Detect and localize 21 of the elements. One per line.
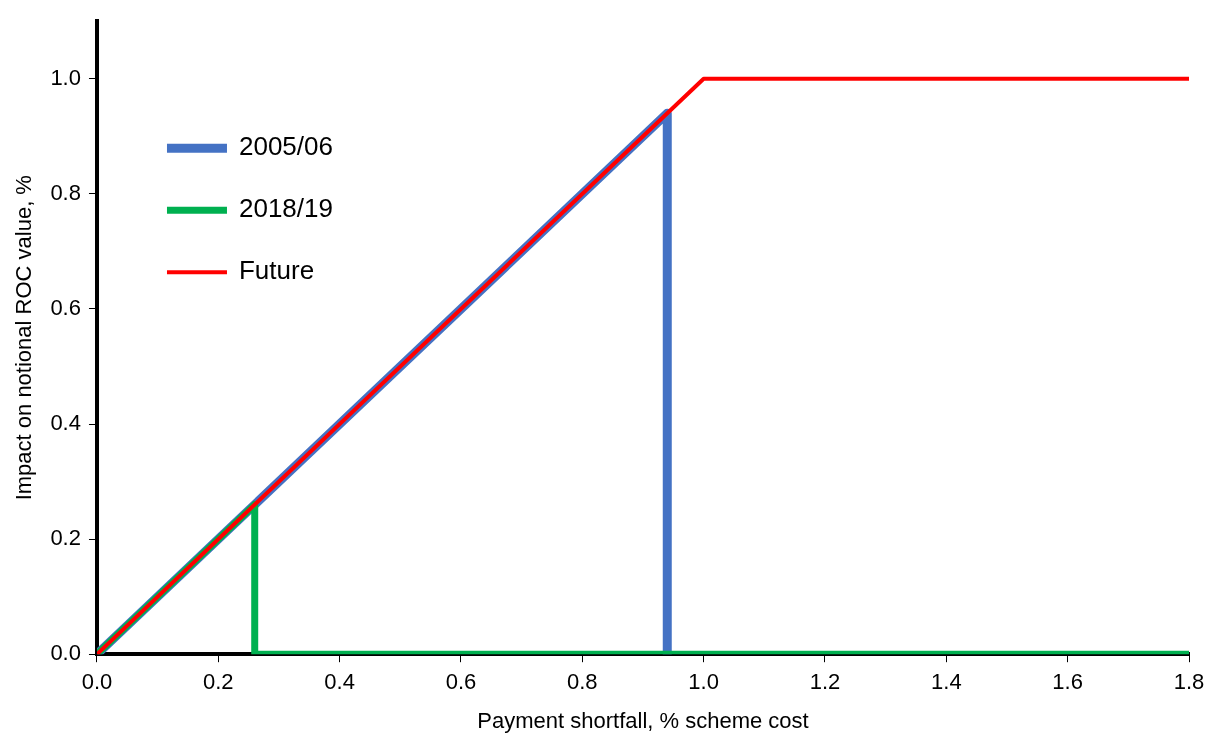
x-tick-label: 1.4: [931, 669, 962, 695]
x-tick-label: 1.2: [809, 669, 841, 695]
x-tick-label: 0.2: [203, 669, 234, 695]
legend-label: 2018/19: [238, 193, 333, 224]
y-tick-label: 0.4: [50, 410, 81, 436]
y-tick-label: 0.0: [50, 640, 81, 666]
y-axis-title: Impact on notional ROC value, %: [11, 175, 37, 501]
x-tick-label: 1.0: [688, 669, 719, 695]
x-tick-label: 0.0: [81, 669, 113, 695]
legend-label: Future: [238, 255, 315, 286]
x-tick-label: 0.6: [445, 669, 477, 695]
y-tick-label: 0.8: [50, 179, 81, 205]
x-tick-label: 0.4: [324, 669, 355, 695]
y-tick-label: 0.2: [50, 525, 81, 551]
legend-label: 2005/06: [238, 131, 333, 162]
x-axis-title: Payment shortfall, % scheme cost: [477, 707, 809, 733]
x-tick-label: 1.8: [1173, 669, 1205, 695]
y-tick-label: 1.0: [50, 64, 81, 90]
x-tick-label: 0.8: [567, 669, 598, 695]
y-tick-label: 0.6: [50, 294, 81, 320]
x-tick-label: 1.6: [1052, 669, 1083, 695]
